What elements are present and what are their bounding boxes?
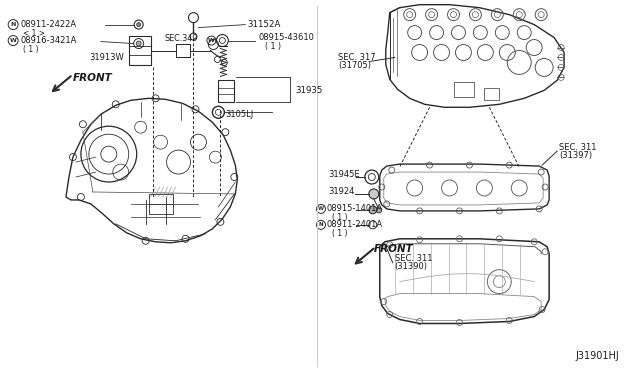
Text: (31397): (31397) [559, 151, 592, 160]
Text: SEC. 317: SEC. 317 [338, 53, 376, 62]
Text: 08915-1401A: 08915-1401A [327, 205, 383, 214]
Text: 31924: 31924 [328, 187, 355, 196]
Text: 3105LJ: 3105LJ [225, 110, 253, 119]
Text: 08911-2401A: 08911-2401A [327, 220, 383, 230]
Text: 08916-3421A: 08916-3421A [20, 36, 77, 45]
Text: 08911-2422A: 08911-2422A [20, 20, 76, 29]
Text: FRONT: FRONT [374, 244, 413, 254]
Text: 08915-43610: 08915-43610 [258, 33, 314, 42]
Text: < 1 >: < 1 > [23, 29, 45, 38]
Text: N: N [319, 222, 323, 227]
Text: (31390): (31390) [395, 262, 428, 271]
Bar [454, 82, 474, 97]
Text: J31901HJ: J31901HJ [575, 351, 619, 361]
Text: SEC.349: SEC.349 [164, 34, 198, 43]
Bar [129, 36, 150, 65]
Bar [175, 44, 191, 58]
Text: ( 1 ): ( 1 ) [265, 42, 282, 51]
Text: N: N [10, 22, 16, 27]
Bar [218, 80, 234, 102]
Text: SEC. 311: SEC. 311 [395, 254, 432, 263]
Bar [148, 194, 173, 214]
Circle shape [369, 189, 379, 199]
Circle shape [376, 207, 382, 213]
Text: ( 1 ): ( 1 ) [332, 214, 348, 222]
Text: FRONT: FRONT [73, 73, 113, 83]
Circle shape [136, 41, 141, 46]
Text: 31913W: 31913W [89, 53, 124, 62]
Text: 31152A: 31152A [247, 20, 281, 29]
Text: ( 1 ): ( 1 ) [23, 45, 38, 54]
Text: ( 1 ): ( 1 ) [332, 229, 348, 238]
Bar [175, 44, 191, 58]
Text: SEC. 311: SEC. 311 [559, 142, 596, 152]
Circle shape [369, 206, 377, 214]
Bar [484, 89, 499, 100]
Text: W: W [10, 38, 17, 43]
Text: 31945E: 31945E [328, 170, 360, 179]
Text: W: W [318, 206, 324, 211]
Circle shape [137, 23, 141, 26]
Text: W: W [208, 38, 215, 43]
Text: 31935: 31935 [295, 86, 323, 95]
Text: (31705): (31705) [338, 61, 371, 70]
